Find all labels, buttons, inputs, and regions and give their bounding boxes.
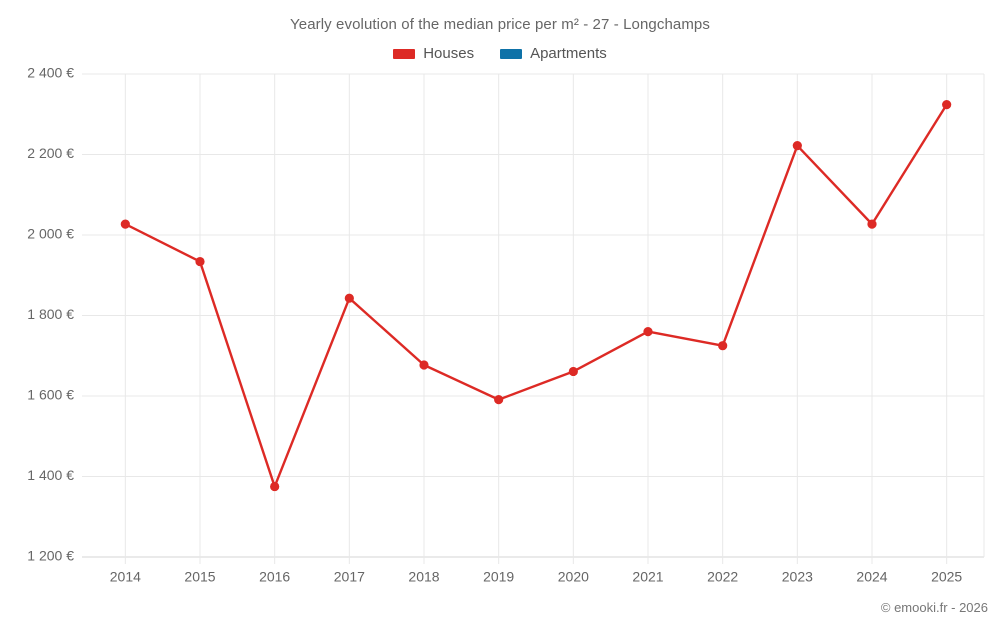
x-tick-label: 2025 [931,568,962,584]
x-tick-label: 2023 [782,568,813,584]
x-tick-label: 2018 [408,568,439,584]
x-tick-label: 2022 [707,568,738,584]
legend-label-apartments: Apartments [530,45,607,62]
x-tick-label: 2014 [110,568,141,584]
y-tick-label: 1 200 € [27,548,74,564]
series-points [120,99,952,492]
data-point[interactable] [792,141,802,151]
data-point[interactable] [344,293,354,303]
legend-label-houses: Houses [423,45,475,62]
y-tick-label: 2 000 € [27,226,74,242]
series-line-houses [124,103,948,488]
y-tick-label: 2 400 € [27,65,74,81]
y-tick-label: 2 200 € [27,145,74,161]
chart-legend: Houses Apartments [0,45,1000,62]
data-point[interactable] [568,366,578,377]
data-point[interactable] [120,219,130,229]
data-point[interactable] [494,395,504,405]
chart-title: Yearly evolution of the median price per… [290,16,710,33]
data-point[interactable] [942,99,952,110]
legend-item-apartments[interactable]: Apartments [500,45,607,62]
data-point[interactable] [419,360,429,370]
data-point[interactable] [195,256,205,267]
series-lines [124,103,948,488]
legend-item-houses[interactable]: Houses [393,45,474,62]
data-point[interactable] [270,481,280,492]
data-point[interactable] [643,327,653,337]
y-axis-labels: 1 200 € 1 400 € 1 600 € 1 800 € 2 000 € 2 200… [27,65,74,564]
credit-text: © emooki.fr - 2026 [880,600,988,615]
legend-swatch-houses-icon [393,48,416,59]
data-point[interactable] [718,341,728,351]
x-tick-label: 2017 [334,568,365,584]
x-tick-label: 2020 [558,568,589,584]
data-point[interactable] [867,219,877,229]
x-tick-label: 2015 [184,568,215,584]
grid-lines [82,73,985,564]
y-tick-label: 1 400 € [27,467,74,483]
x-tick-label: 2024 [856,568,887,584]
legend-swatch-apartments-icon [500,48,523,59]
y-tick-label: 1 600 € [27,387,74,403]
x-tick-label: 2016 [259,568,290,584]
x-tick-label: 2021 [632,568,663,584]
x-axis-labels: 2014 2015 2016 2017 2018 2019 2020 2021 2022 2023… [110,568,963,584]
x-tick-label: 2019 [483,568,514,584]
y-tick-label: 1 800 € [27,306,74,322]
